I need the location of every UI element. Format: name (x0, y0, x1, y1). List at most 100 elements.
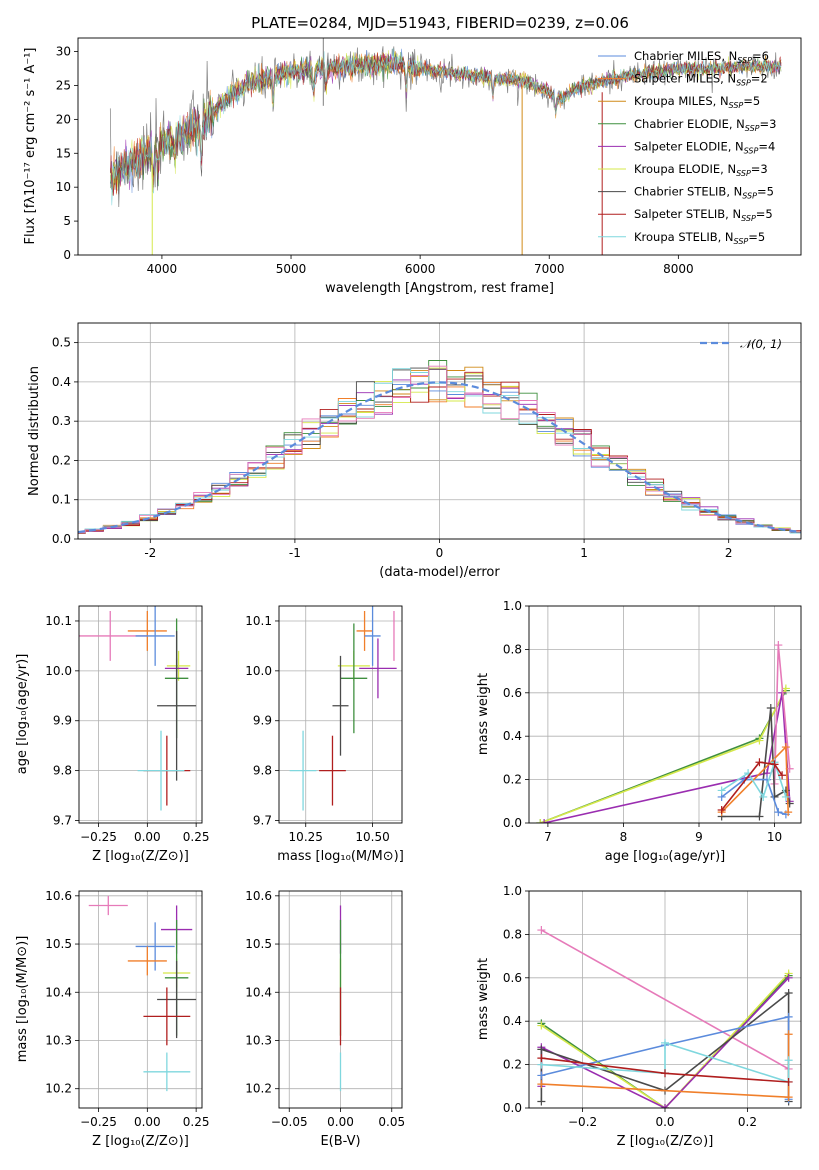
legend-label-sub: SSP (736, 79, 751, 88)
errorbar-point (359, 638, 397, 699)
spectrum-xlabel: wavelength [Angstrom, rest frame] (325, 281, 554, 296)
series-line (540, 690, 787, 823)
age_vs_Z-frame (78, 605, 203, 824)
spectrum-model-line (110, 52, 782, 195)
legend-label-tail: =4 (758, 139, 775, 153)
age_vs_mass-ytick-label: 9.7 (253, 814, 272, 828)
residuals-ylabel: Normed distribution (27, 366, 42, 496)
residuals-axes: -2 -1 0 1 2 0.0 0.1 0.2 0.3 0.4 0.5 (data-model)/er… (27, 323, 801, 580)
series-marker (784, 973, 793, 982)
spectrum-frame (77, 37, 802, 256)
weight_vs_age-ytick-label: 0.6 (503, 686, 522, 700)
weight_vs_age-ylabel: mass weight (476, 673, 491, 755)
series-marker (778, 771, 787, 780)
errorbar-point (364, 606, 381, 666)
mass_vs_EBV-ytick-label: 10.5 (245, 937, 272, 951)
mass_vs_Z-xlabel: Z [log₁₀(Z/Z⊙)] (92, 1134, 189, 1149)
spectrum-ytick-label: 20 (56, 112, 71, 126)
mass_vs_EBV-xtick-label: −0.05 (271, 1115, 308, 1129)
legend-label-tail: =3 (760, 117, 777, 131)
normal-reference-curve (78, 381, 801, 534)
spectrum-ytick-label: 0 (63, 248, 71, 262)
legend-label-main: Salpeter ELODIE, N (634, 139, 744, 153)
age_vs_Z-points (79, 606, 197, 811)
age_vs_mass-xtick-label: 10.50 (355, 830, 389, 844)
spectrum-ytick-label: 10 (56, 180, 71, 194)
age_vs_Z-ytick-label: 9.9 (53, 714, 72, 728)
weight_vs_age-xtick-label: 8 (620, 830, 628, 844)
errorbar-point (137, 730, 185, 811)
series-marker (784, 1012, 793, 1021)
errorbar-point (166, 650, 191, 681)
series-marker (784, 1093, 793, 1102)
weight_vs_age-ytick-label: 0.8 (503, 642, 522, 656)
series-marker (536, 819, 545, 823)
age_vs_Z-ytick-label: 9.8 (53, 764, 72, 778)
spectrum-axes: 4000 5000 6000 7000 8000 0 5 10 15 20 25 30 waveleng… (23, 45, 694, 296)
series-line (543, 692, 791, 823)
weight_vs_Z-frame (528, 890, 802, 1109)
weight_vs_Z-ytick-label: 1.0 (503, 884, 522, 898)
weight_vs_Z-ytick-label: 0.0 (503, 1101, 522, 1115)
series-marker (755, 758, 764, 767)
series-marker (781, 792, 790, 801)
series-marker (537, 1054, 546, 1063)
weight_vs_age-ytick-label: 1.0 (503, 599, 522, 613)
spectrum-xtick-label: 5000 (276, 262, 307, 276)
residuals-ytick-label: 0.4 (52, 375, 71, 389)
figure-title: PLATE=0284, MJD=51943, FIBERID=0239, z=0… (251, 14, 629, 32)
legend-label-tail: =5 (743, 94, 760, 108)
weight_vs_age-xtick-label: 7 (544, 830, 552, 844)
legend-label-main: Kroupa MILES, N (634, 94, 729, 108)
age_vs_mass-points (289, 606, 397, 811)
mass_vs_Z-points (88, 895, 197, 1092)
spectrum-ytick-label: 5 (63, 214, 71, 228)
spectrum-model-line (110, 48, 782, 206)
spectrum-xtick-label: 6000 (405, 262, 436, 276)
weight_vs_Z-xtick-label: 0.2 (738, 1115, 757, 1129)
errorbar-point (79, 610, 148, 661)
legend-label-sub: SSP (742, 192, 757, 201)
residuals-ytick-label: 0.3 (52, 414, 71, 428)
errorbar-point (127, 946, 167, 976)
age_vs_Z-axes: −0.25 0.00 0.25 9.7 9.8 9.9 10.0 10.1 Z [log₁₀(Z… (15, 606, 210, 864)
mass_vs_Z-xtick-label: −0.25 (80, 1115, 117, 1129)
weight_vs_Z-ytick-label: 0.2 (503, 1058, 522, 1072)
legend-label-main: Chabrier MILES, N (634, 49, 737, 63)
mass_vs_EBV-ytick-label: 10.2 (245, 1082, 272, 1096)
mass_vs_EBV-frame (278, 890, 403, 1109)
spectrum-xtick-label: 7000 (534, 262, 565, 276)
series-marker (537, 1097, 546, 1106)
residuals-ytick-label: 0.0 (52, 532, 71, 546)
legend-label: Salpeter ELODIE, NSSP=4 (634, 139, 775, 155)
spectrum-ylabel: Flux [fλ10⁻¹⁷ erg cm⁻² s⁻¹ A⁻¹] (23, 48, 38, 245)
errorbar-point (135, 922, 175, 971)
mass_vs_Z-ytick-label: 10.4 (45, 985, 72, 999)
legend-label-tail: =5 (757, 185, 774, 199)
age_vs_Z-ytick-label: 10.1 (45, 614, 72, 628)
errorbar-point (127, 610, 167, 651)
legend-label: Kroupa STELIB, NSSP=5 (634, 230, 765, 246)
series-marker (537, 1045, 546, 1054)
series-marker (774, 641, 783, 650)
errorbar-point (340, 623, 368, 734)
series-marker (781, 743, 790, 752)
residuals-ytick-label: 0.2 (52, 453, 71, 467)
mass_vs_EBV-xtick-label: 0.05 (378, 1115, 405, 1129)
residuals-xtick-label: -2 (144, 546, 156, 560)
age_vs_Z-xtick-label: 0.00 (134, 830, 161, 844)
series-marker (661, 1038, 669, 1047)
weight_vs_age-xtick-label: 10 (767, 830, 782, 844)
residuals-frame (77, 322, 802, 540)
weight_vs_age-ytick-label: 0.4 (503, 729, 522, 743)
mass_vs_EBV-ytick-label: 10.4 (245, 985, 272, 999)
legend-label-tail: =5 (756, 207, 773, 221)
mass_vs_Z-frame (78, 890, 203, 1109)
weight_vs_age-xtick-label: 9 (695, 830, 703, 844)
age_vs_Z-xtick-label: −0.25 (80, 830, 117, 844)
series-marker (759, 792, 768, 801)
legend-label-sub: SSP (745, 124, 760, 133)
mass_vs_Z-xtick-label: 0.00 (134, 1115, 161, 1129)
series-marker (661, 1069, 669, 1078)
